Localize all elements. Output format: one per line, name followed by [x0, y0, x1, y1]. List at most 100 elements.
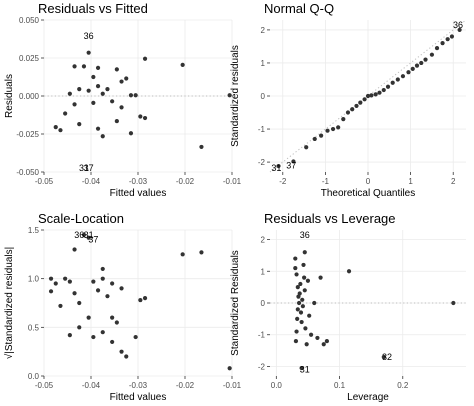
- point-label: 31: [300, 365, 310, 375]
- data-point: [293, 256, 298, 261]
- data-point: [423, 57, 428, 62]
- y-tick-label: 0.5: [28, 323, 40, 332]
- y-axis-label: Standardized residuals: [230, 45, 241, 147]
- data-point: [110, 339, 115, 345]
- point-label: 37: [88, 235, 98, 245]
- data-point: [86, 315, 91, 320]
- data-point: [362, 97, 367, 102]
- data-point: [53, 281, 58, 286]
- data-point: [400, 74, 406, 79]
- data-point: [395, 77, 400, 82]
- y-tick-label: -1: [258, 125, 266, 134]
- data-point: [419, 60, 424, 66]
- data-point: [95, 126, 101, 131]
- data-point: [110, 99, 115, 104]
- data-point: [304, 342, 309, 347]
- point-label: 36: [84, 31, 94, 41]
- y-tick-label: 1.5: [28, 226, 40, 235]
- data-point: [95, 65, 101, 70]
- data-point: [72, 64, 77, 69]
- data-point: [434, 45, 440, 51]
- data-point: [299, 365, 304, 371]
- data-point: [308, 332, 314, 337]
- data-point: [53, 125, 58, 130]
- data-point: [114, 320, 119, 325]
- data-point: [72, 291, 77, 296]
- data-point: [457, 27, 462, 33]
- y-tick-label: 2: [261, 26, 266, 35]
- data-point: [294, 329, 299, 334]
- y-tick-label: -2: [258, 158, 266, 167]
- y-tick-label: -0.050: [16, 168, 39, 177]
- y-tick-label: 1.0: [28, 275, 40, 284]
- x-tick-label: -2: [279, 177, 287, 186]
- data-point: [341, 117, 346, 122]
- data-point: [77, 122, 82, 127]
- data-point: [445, 37, 450, 42]
- data-point: [296, 300, 302, 306]
- x-tick-label: -1: [322, 177, 330, 186]
- data-point: [373, 92, 378, 97]
- data-point: [86, 88, 91, 93]
- data-point: [297, 291, 302, 296]
- y-axis-label: Residuals: [4, 74, 15, 118]
- data-point: [307, 313, 312, 318]
- x-tick-label: -0.05: [35, 381, 54, 390]
- data-point: [100, 330, 105, 335]
- data-point: [300, 297, 305, 302]
- y-tick-label: 0.0: [28, 372, 40, 381]
- data-point: [77, 300, 82, 306]
- point-label: 36: [74, 230, 84, 240]
- data-point: [67, 333, 72, 338]
- data-point: [77, 325, 82, 330]
- data-point: [142, 296, 148, 301]
- data-point: [91, 279, 96, 284]
- data-point: [63, 276, 68, 281]
- data-point: [91, 100, 96, 105]
- data-point: [128, 93, 134, 98]
- data-point: [58, 303, 63, 309]
- data-point: [406, 70, 411, 75]
- x-axis-label: Leverage: [347, 392, 389, 403]
- x-tick-label: 0.1: [334, 381, 346, 390]
- data-point: [91, 334, 96, 340]
- point-label: 32: [382, 352, 392, 362]
- point-label: 37: [286, 160, 296, 170]
- data-point: [72, 102, 77, 107]
- data-point: [301, 262, 306, 268]
- data-point: [48, 289, 54, 294]
- x-axis-label: Fitted values: [110, 188, 167, 199]
- y-tick-label: 0: [261, 92, 266, 101]
- data-point: [77, 87, 82, 92]
- x-tick-label: -0.01: [223, 177, 242, 186]
- data-point: [142, 56, 148, 61]
- data-point: [324, 338, 330, 344]
- data-point: [81, 232, 87, 237]
- data-point: [114, 67, 119, 72]
- x-tick-label: -0.04: [82, 177, 101, 186]
- data-point: [381, 354, 386, 360]
- data-point: [451, 300, 456, 306]
- x-tick-label: -0.05: [35, 177, 54, 186]
- data-point: [86, 50, 91, 55]
- x-tick-label: 1: [408, 177, 413, 186]
- data-point: [414, 63, 420, 68]
- y-axis-label: Standardized Residuals: [230, 250, 241, 356]
- data-point: [48, 276, 54, 281]
- x-tick-label: -0.01: [223, 381, 242, 390]
- data-point: [385, 84, 391, 89]
- data-point: [321, 342, 326, 347]
- y-tick-label: 2: [261, 236, 266, 245]
- data-point: [298, 310, 304, 315]
- data-point: [377, 90, 382, 95]
- data-point: [300, 304, 305, 309]
- data-point: [298, 281, 303, 287]
- data-point: [100, 266, 105, 272]
- data-point: [291, 159, 296, 164]
- data-point: [114, 118, 119, 124]
- normal-qq-panel: 36 31 37 -2 -1 0 1 2 -2 -1 0 1 2 Normal Q-Q Theoretica…: [230, 1, 467, 199]
- y-tick-label: 0.050: [19, 16, 40, 25]
- data-point: [305, 278, 311, 283]
